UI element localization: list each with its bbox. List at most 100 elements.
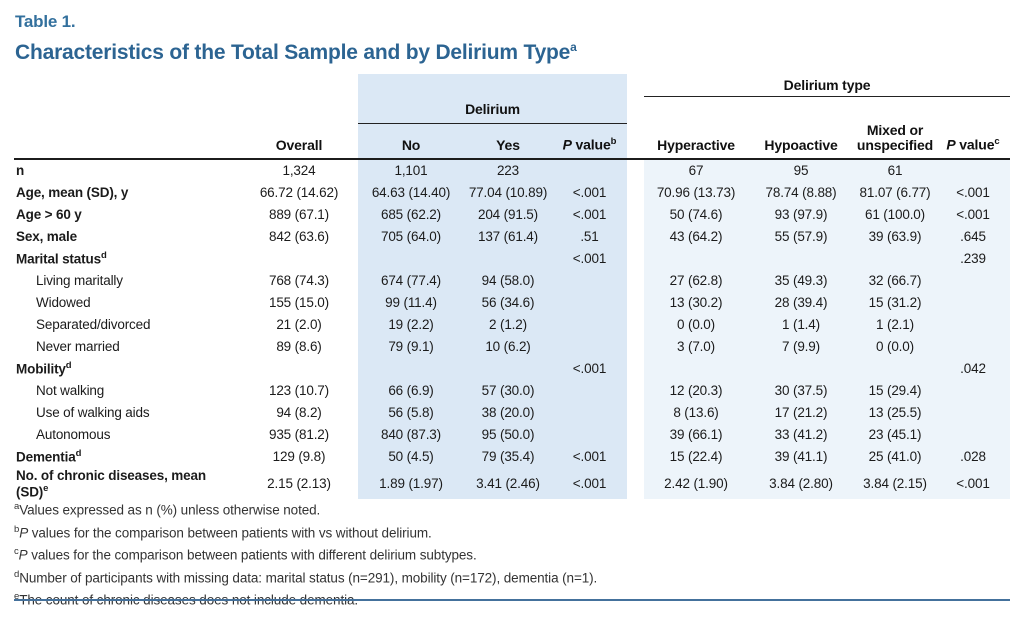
cell: 0 (0.0) xyxy=(854,335,936,358)
cell: 842 (63.6) xyxy=(268,229,330,244)
cell xyxy=(936,335,1010,358)
cell: .645 xyxy=(936,225,1010,248)
table-row: Marital statusd <.001 .239 xyxy=(14,247,1010,270)
group-header-delirium-type: Delirium type xyxy=(644,74,1010,97)
spacer-cell xyxy=(627,402,644,424)
table-row: Use of walking aids 94 (8.2) 56 (5.8) 38 (2… xyxy=(14,401,1010,424)
footnote: aValues expressed as n (%) unless otherw… xyxy=(14,501,321,518)
cell xyxy=(464,247,552,270)
footnote-marker: c xyxy=(994,136,1000,148)
cell: 39 (63.9) xyxy=(854,225,936,248)
cell: 123 (10.7) xyxy=(268,383,330,398)
cell: 1.89 (1.97) xyxy=(358,467,464,499)
row-label: Living maritally xyxy=(36,273,123,288)
cell xyxy=(552,291,627,314)
column-header-hypoactive: Hypoactive xyxy=(748,123,854,160)
cell: 78.74 (8.88) xyxy=(748,181,854,204)
row-label: n xyxy=(16,163,25,178)
cell xyxy=(358,357,464,380)
cell xyxy=(552,269,627,292)
spacer-cell xyxy=(358,74,627,97)
cell: 50 (4.5) xyxy=(358,445,464,468)
cell: 43 (64.2) xyxy=(644,225,748,248)
cell: <.001 xyxy=(936,181,1010,204)
cell xyxy=(240,358,358,380)
cell: .028 xyxy=(936,445,1010,468)
cell: 25 (41.0) xyxy=(854,445,936,468)
cell: 38 (20.0) xyxy=(464,401,552,424)
cell: 99 (11.4) xyxy=(358,291,464,314)
table-row: Widowed 155 (15.0) 99 (11.4) 56 (34.6) 13 (3… xyxy=(14,291,1010,314)
cell: 64.63 (14.40) xyxy=(358,181,464,204)
row-label: Not walking xyxy=(36,383,105,398)
cell: 129 (9.8) xyxy=(272,449,326,464)
cell: 17 (21.2) xyxy=(748,401,854,424)
cell: 67 xyxy=(644,158,748,182)
cell: 3.84 (2.80) xyxy=(748,467,854,499)
cell: 3.41 (2.46) xyxy=(464,467,552,499)
table-row: Dementiad 129 (9.8) 50 (4.5) 79 (35.4) <.001… xyxy=(14,445,1010,468)
cell xyxy=(552,158,627,182)
column-header-pvalue-c: P valuec xyxy=(936,123,1010,160)
cell: 1,324 xyxy=(282,163,316,178)
row-label: Age > 60 y xyxy=(16,207,82,222)
row-label: Age, mean (SD), y xyxy=(16,185,129,200)
row-label: Sex, male xyxy=(16,229,77,244)
row-label: Autonomous xyxy=(36,427,111,442)
spacer-cell xyxy=(627,123,644,160)
spacer-cell xyxy=(644,97,1010,124)
cell: 55 (57.9) xyxy=(748,225,854,248)
cell: 13 (30.2) xyxy=(644,291,748,314)
cell: 768 (74.3) xyxy=(268,273,330,288)
cell xyxy=(748,247,854,270)
spacer-cell xyxy=(627,358,644,380)
cell xyxy=(936,379,1010,402)
cell: 94 (58.0) xyxy=(464,269,552,292)
characteristics-table: Delirium type Delirium Overall No Yes P … xyxy=(14,74,1010,499)
cell: 56 (34.6) xyxy=(464,291,552,314)
page-title-text: Characteristics of the Total Sample and … xyxy=(15,41,571,64)
spacer-cell xyxy=(627,270,644,292)
cell: 66 (6.9) xyxy=(358,379,464,402)
spacer-cell xyxy=(627,292,644,314)
cell xyxy=(748,357,854,380)
table-row: Not walking 123 (10.7) 66 (6.9) 57 (30.0) 12… xyxy=(14,379,1010,402)
cell: 1 (1.4) xyxy=(748,313,854,336)
cell: 89 (8.6) xyxy=(276,339,322,354)
cell: 66.72 (14.62) xyxy=(259,185,339,200)
table-row: Sex, male 842 (63.6) 705 (64.0) 137 (61.4).… xyxy=(14,225,1010,248)
table-row: Separated/divorced 21 (2.0) 19 (2.2) 2 (1.2… xyxy=(14,313,1010,336)
footnote: cP values for the comparison between pat… xyxy=(14,546,477,563)
cell: 93 (97.9) xyxy=(748,203,854,226)
cell: 2.15 (2.13) xyxy=(267,475,331,491)
cell: 155 (15.0) xyxy=(268,295,330,310)
cell: <.001 xyxy=(552,445,627,468)
value-label: value xyxy=(955,136,995,153)
cell: 56 (5.8) xyxy=(358,401,464,424)
column-header-overall: Overall xyxy=(240,123,358,160)
column-header-yes: Yes xyxy=(464,123,552,160)
cell: 15 (22.4) xyxy=(644,445,748,468)
spacer-cell xyxy=(14,123,240,160)
table-header: Delirium type Delirium Overall No Yes P … xyxy=(14,74,1010,160)
cell: 223 xyxy=(464,158,552,182)
row-label: Use of walking aids xyxy=(36,405,150,420)
cell: 15 (29.4) xyxy=(854,379,936,402)
footnotes: aValues expressed as n (%) unless otherw… xyxy=(14,497,597,610)
cell: 61 (100.0) xyxy=(854,203,936,226)
spacer-cell xyxy=(240,97,358,124)
value-label: value xyxy=(571,136,611,153)
cell: 685 (62.2) xyxy=(358,203,464,226)
cell: 0 (0.0) xyxy=(644,313,748,336)
spacer-cell xyxy=(627,468,644,500)
cell xyxy=(552,313,627,336)
cell: 39 (66.1) xyxy=(644,423,748,446)
cell xyxy=(644,357,748,380)
table-row: Age, mean (SD), y 66.72 (14.62) 64.63 (14.… xyxy=(14,181,1010,204)
row-label: Marital statusd xyxy=(16,250,107,267)
cell: 28 (39.4) xyxy=(748,291,854,314)
table-row: Never married 89 (8.6) 79 (9.1) 10 (6.2) 3 (… xyxy=(14,335,1010,358)
table-row: Mobilityd <.001 .042 xyxy=(14,357,1010,380)
cell xyxy=(936,269,1010,292)
